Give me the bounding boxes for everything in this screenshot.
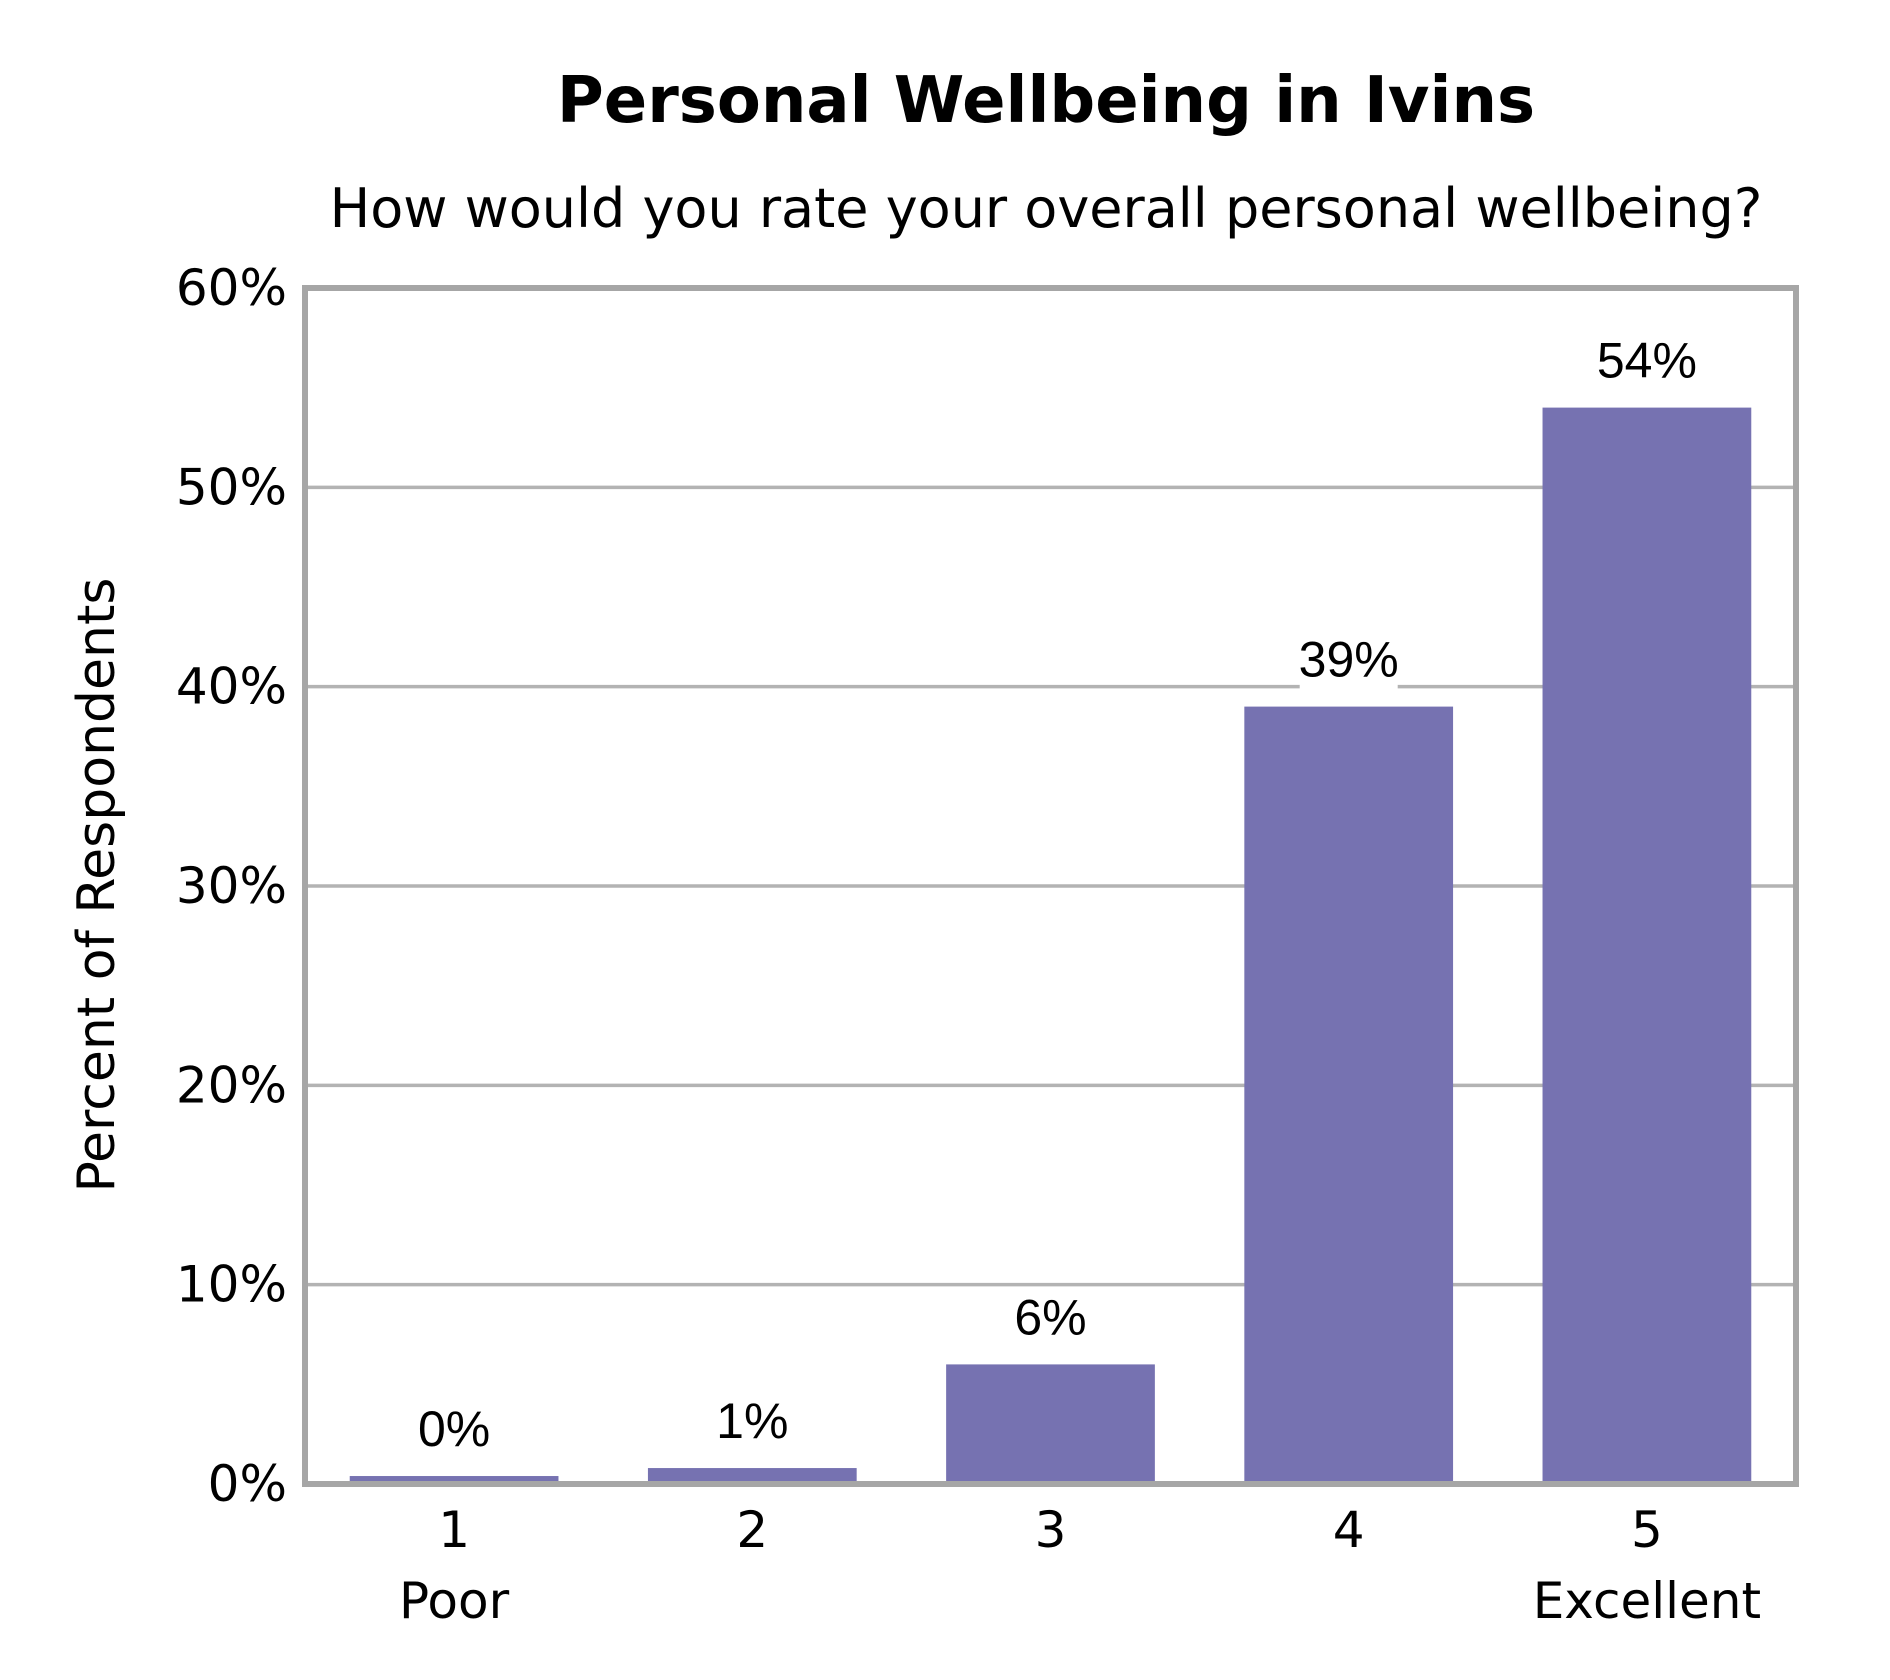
x-tick-sublabel: Poor: [399, 1572, 510, 1630]
x-tick-label: 5: [1631, 1501, 1663, 1559]
bar-4: [1244, 706, 1454, 1484]
bars: [349, 407, 1752, 1485]
y-tick-label: 0%: [208, 1455, 287, 1513]
plot-frame: [302, 285, 1799, 1487]
y-tick-label: 40%: [176, 658, 287, 716]
y-tick-label: 30%: [176, 857, 287, 915]
bar-1: [349, 1476, 559, 1484]
data-label-background: [717, 1392, 788, 1451]
x-tick-label: 1: [438, 1501, 470, 1559]
data-label: 54%: [1597, 333, 1697, 389]
y-tick-label: 10%: [176, 1256, 287, 1314]
bar-2: [647, 1468, 857, 1484]
x-tick-label: 4: [1333, 1501, 1365, 1559]
y-axis-title: Percent of Respondents: [67, 578, 127, 1193]
data-label-background: [419, 1400, 490, 1459]
data-label: 0%: [418, 1401, 490, 1457]
data-label: 1%: [716, 1393, 788, 1449]
data-labels: 0% 1% 6% 39% 54%: [418, 331, 1697, 1459]
x-tick-label: 3: [1035, 1501, 1067, 1559]
plot-border: [302, 285, 1799, 1487]
x-tick-sublabel: Excellent: [1533, 1572, 1761, 1630]
data-label: 39%: [1299, 632, 1399, 688]
x-tick-label: 2: [736, 1501, 768, 1559]
y-tick-label: 50%: [176, 458, 287, 516]
y-tick-label: 60%: [176, 259, 287, 317]
y-axis-ticks: 0% 10% 20% 30% 40% 50% 60%: [176, 259, 287, 1513]
bar-3: [946, 1364, 1155, 1484]
y-tick-label: 20%: [176, 1056, 287, 1114]
chart-title: Personal Wellbeing in Ivins: [557, 64, 1535, 138]
data-label: 6%: [1014, 1289, 1086, 1345]
chart-subtitle: How would you rate your overall personal…: [330, 177, 1763, 240]
bar-5: [1542, 407, 1752, 1485]
x-axis-ticks: 1 Poor 2 3 4 5 Excellent: [399, 1501, 1761, 1630]
data-label-background: [1597, 331, 1696, 390]
data-label-background: [1015, 1288, 1086, 1347]
data-label-background: [1299, 630, 1398, 689]
